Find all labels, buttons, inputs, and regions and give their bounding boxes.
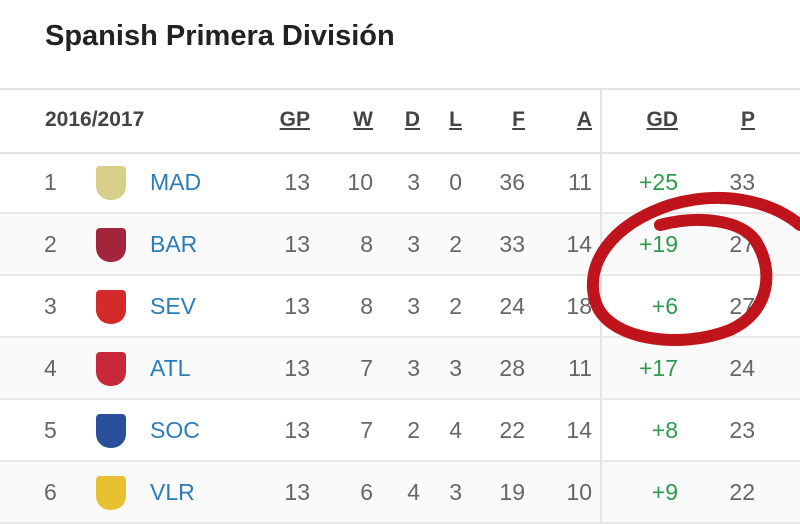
cell-w: 8	[360, 293, 373, 319]
cell-d: 4	[407, 479, 420, 505]
rank: 5	[44, 417, 57, 443]
col-gp[interactable]: GP	[279, 108, 310, 131]
cell-gp: 13	[284, 169, 310, 195]
cell-gd: +6	[651, 293, 678, 319]
cell-gd: +25	[638, 169, 678, 195]
col-gd[interactable]: GD	[646, 108, 679, 131]
cell-d: 3	[407, 169, 420, 195]
cell-gd: +19	[638, 231, 678, 257]
cell-d: 3	[407, 293, 420, 319]
rank: 2	[44, 231, 57, 257]
cell-a: 18	[566, 293, 592, 319]
season-label: 2016/2017	[45, 108, 145, 131]
cell-d: 3	[407, 355, 420, 381]
table-row[interactable]: 2 BAR 13 8 3 2 33 14 +19 27	[0, 214, 800, 276]
table-header: 2016/2017 GP W D L F A GD P	[0, 88, 800, 154]
team-crest-icon	[96, 290, 126, 324]
rank: 4	[44, 355, 57, 381]
cell-a: 11	[568, 169, 592, 195]
rank: 6	[44, 479, 57, 505]
table-row[interactable]: 4 ATL 13 7 3 3 28 11 +17 24	[0, 338, 800, 400]
cell-f: 22	[499, 417, 525, 443]
cell-gd: +9	[651, 479, 678, 505]
team-crest-icon	[96, 414, 126, 448]
cell-a: 14	[566, 231, 592, 257]
cell-p: 23	[729, 417, 755, 443]
cell-w: 8	[360, 231, 373, 257]
team-name[interactable]: ATL	[150, 355, 191, 381]
cell-gp: 13	[284, 231, 310, 257]
team-crest-icon	[96, 166, 126, 200]
cell-gp: 13	[284, 417, 310, 443]
cell-f: 24	[499, 293, 525, 319]
cell-gp: 13	[284, 355, 310, 381]
cell-p: 22	[729, 479, 755, 505]
col-f[interactable]: F	[512, 108, 525, 131]
cell-w: 7	[360, 417, 373, 443]
cell-l: 3	[449, 355, 462, 381]
team-name[interactable]: MAD	[150, 169, 202, 195]
cell-f: 28	[499, 355, 525, 381]
table-row[interactable]: 3 SEV 13 8 3 2 24 18 +6 27	[0, 276, 800, 338]
cell-gp: 13	[284, 293, 310, 319]
col-w[interactable]: W	[353, 108, 373, 131]
cell-w: 10	[347, 169, 373, 195]
cell-p: 33	[729, 169, 755, 195]
team-name[interactable]: BAR	[150, 231, 198, 257]
page-title: Spanish Primera División	[45, 20, 395, 52]
col-l[interactable]: L	[449, 108, 462, 131]
cell-w: 7	[360, 355, 373, 381]
col-p[interactable]: P	[740, 108, 755, 131]
team-crest-icon	[96, 228, 126, 262]
team-name[interactable]: SOC	[150, 417, 200, 443]
cell-f: 19	[499, 479, 525, 505]
cell-f: 33	[499, 231, 525, 257]
cell-l: 0	[449, 169, 462, 195]
cell-l: 2	[449, 293, 462, 319]
team-name[interactable]: VLR	[150, 479, 195, 505]
team-crest-icon	[96, 476, 126, 510]
cell-d: 2	[407, 417, 420, 443]
table-row[interactable]: 5 SOC 13 7 2 4 22 14 +8 23	[0, 400, 800, 462]
cell-a: 10	[566, 479, 592, 505]
table-row[interactable]: 6 VLR 13 6 4 3 19 10 +9 22	[0, 462, 800, 524]
table-row[interactable]: 1 MAD 13 10 3 0 36 11 +25 33	[0, 152, 800, 214]
cell-gp: 13	[284, 479, 310, 505]
cell-a: 11	[568, 355, 592, 381]
rank: 3	[44, 293, 57, 319]
cell-gd: +17	[638, 355, 678, 381]
cell-l: 4	[449, 417, 462, 443]
cell-w: 6	[360, 479, 373, 505]
team-name[interactable]: SEV	[150, 293, 197, 319]
team-crest-icon	[96, 352, 126, 386]
cell-a: 14	[566, 417, 592, 443]
cell-gd: +8	[651, 417, 678, 443]
col-a[interactable]: A	[576, 108, 592, 131]
cell-f: 36	[499, 169, 525, 195]
cell-p: 24	[729, 355, 755, 381]
rank: 1	[44, 169, 57, 195]
cell-l: 2	[449, 231, 462, 257]
col-d[interactable]: D	[404, 108, 420, 131]
cell-l: 3	[449, 479, 462, 505]
cell-d: 3	[407, 231, 420, 257]
